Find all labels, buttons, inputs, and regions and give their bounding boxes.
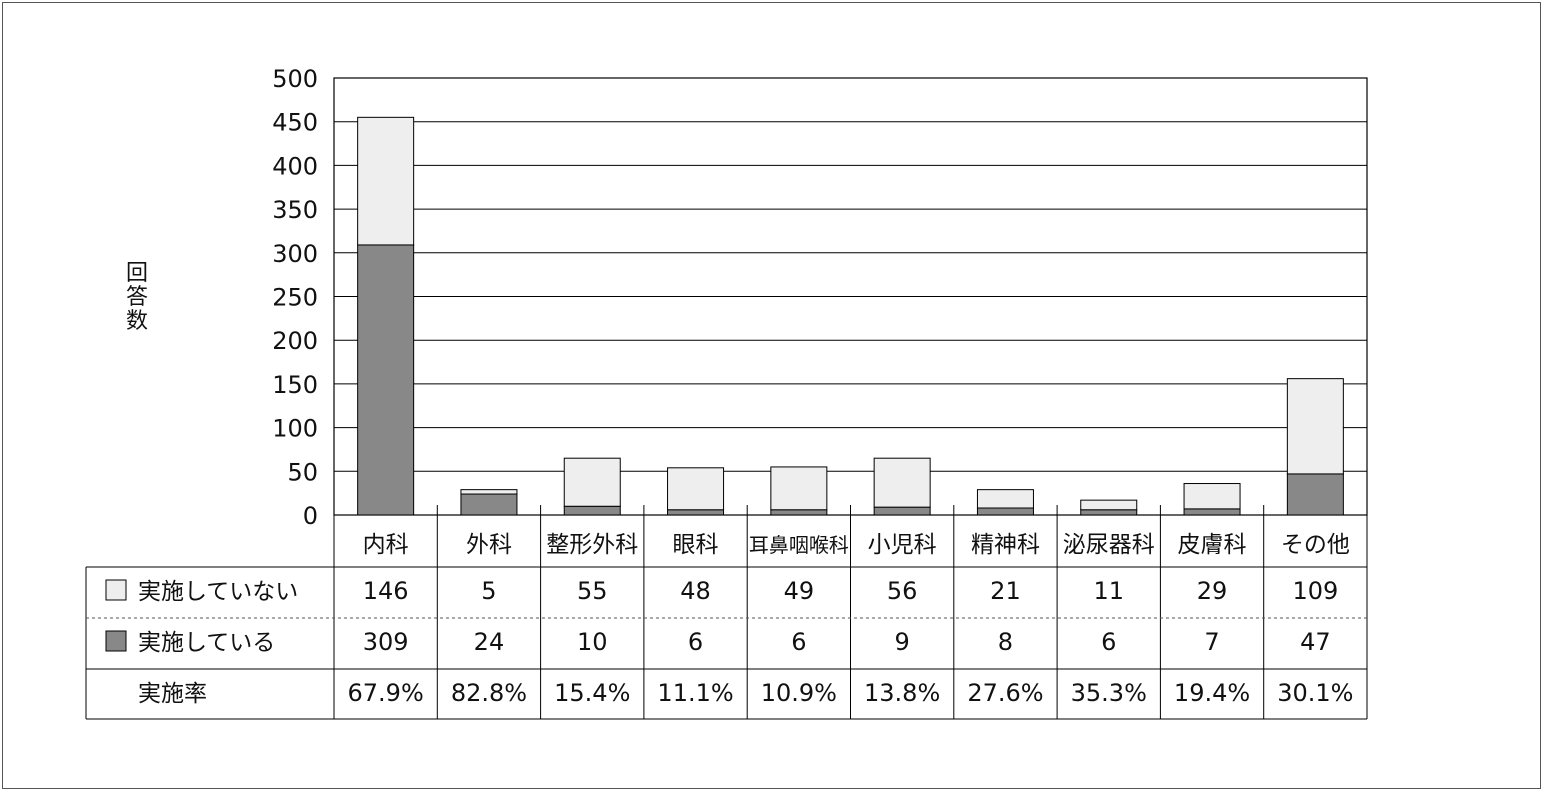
bar-implemented <box>667 509 725 516</box>
bar-implemented <box>976 507 1034 516</box>
y-tick-label: 50 <box>287 458 318 486</box>
table-cell: 55 <box>577 577 608 605</box>
y-tick-label: 300 <box>272 240 318 268</box>
bar-not-implemented <box>563 457 621 507</box>
y-tick-label: 400 <box>272 152 318 180</box>
category-label: その他 <box>1281 532 1350 558</box>
y-tick-label: 250 <box>272 284 318 312</box>
y-tick-label: 100 <box>272 415 318 443</box>
category-label: 小児科 <box>868 532 937 558</box>
bar-implemented <box>1183 508 1241 516</box>
bar-implemented <box>1080 509 1138 516</box>
table-cell: 6 <box>791 628 806 656</box>
y-axis-label-char: 回 <box>125 261 148 286</box>
table-cell: 13.8% <box>864 679 940 707</box>
table-cell: 8 <box>998 628 1013 656</box>
category-label: 精神科 <box>971 532 1040 558</box>
table-cell: 109 <box>1292 577 1338 605</box>
bar-not-implemented <box>1286 378 1344 475</box>
bar-not-implemented <box>873 457 931 508</box>
table-cell: 9 <box>895 628 910 656</box>
legend-swatch-implemented <box>105 630 127 652</box>
legend-swatch-not-implemented <box>105 579 127 601</box>
y-tick-label: 0 <box>303 502 318 530</box>
bar-not-implemented <box>1183 483 1241 510</box>
bar-not-implemented <box>976 489 1034 509</box>
bar-not-implemented <box>460 489 518 495</box>
table-cell: 10.9% <box>761 679 837 707</box>
table-cell: 309 <box>363 628 409 656</box>
bar-not-implemented <box>1080 499 1138 511</box>
table-cell: 49 <box>784 577 815 605</box>
table-cell: 82.8% <box>451 679 527 707</box>
bar-not-implemented <box>357 116 415 246</box>
table-cell: 56 <box>887 577 918 605</box>
table-cell: 21 <box>990 577 1021 605</box>
table-cell: 146 <box>363 577 409 605</box>
bar-implemented <box>563 505 621 516</box>
category-label: 眼科 <box>673 532 719 558</box>
table-cell: 19.4% <box>1174 679 1250 707</box>
bar-not-implemented <box>770 466 828 511</box>
table-cell: 30.1% <box>1277 679 1353 707</box>
bar-implemented <box>1286 473 1344 516</box>
y-tick-label: 150 <box>272 371 318 399</box>
y-axis-label-char: 数 <box>125 309 148 334</box>
table-cell: 67.9% <box>348 679 424 707</box>
table-cell: 48 <box>680 577 711 605</box>
bar-not-implemented <box>667 467 725 511</box>
table-cell: 10 <box>577 628 608 656</box>
table-cell: 5 <box>481 577 496 605</box>
table-cell: 6 <box>1101 628 1116 656</box>
table-cell: 47 <box>1300 628 1331 656</box>
bar-implemented <box>770 509 828 516</box>
category-label: 整形外科 <box>546 532 638 558</box>
category-label: 内科 <box>363 532 409 558</box>
table-cell: 15.4% <box>554 679 630 707</box>
bar-implemented <box>460 493 518 516</box>
y-tick-label: 500 <box>272 65 318 93</box>
table-cell: 11.1% <box>657 679 733 707</box>
table-cell: 24 <box>474 628 505 656</box>
category-label: 外科 <box>466 532 512 558</box>
y-tick-label: 450 <box>272 109 318 137</box>
bar-implemented <box>873 506 931 516</box>
table-row-label: 実施率 <box>138 681 207 707</box>
table-cell: 11 <box>1093 577 1124 605</box>
category-label: 皮膚科 <box>1178 532 1247 558</box>
table-cell: 7 <box>1204 628 1219 656</box>
y-tick-label: 350 <box>272 196 318 224</box>
table-row-label: 実施していない <box>138 579 298 605</box>
table-cell: 27.6% <box>967 679 1043 707</box>
y-axis-label: 回 答 数 <box>122 262 152 334</box>
table-row-label: 実施している <box>138 630 275 656</box>
category-label: 泌尿器科 <box>1063 532 1155 558</box>
y-tick-label: 200 <box>272 327 318 355</box>
table-cell: 35.3% <box>1071 679 1147 707</box>
category-label: 耳鼻咽喉科 <box>749 533 849 557</box>
table-cell: 29 <box>1197 577 1228 605</box>
bar-implemented <box>357 244 415 516</box>
table-cell: 6 <box>688 628 703 656</box>
y-axis-label-char: 答 <box>125 285 148 310</box>
